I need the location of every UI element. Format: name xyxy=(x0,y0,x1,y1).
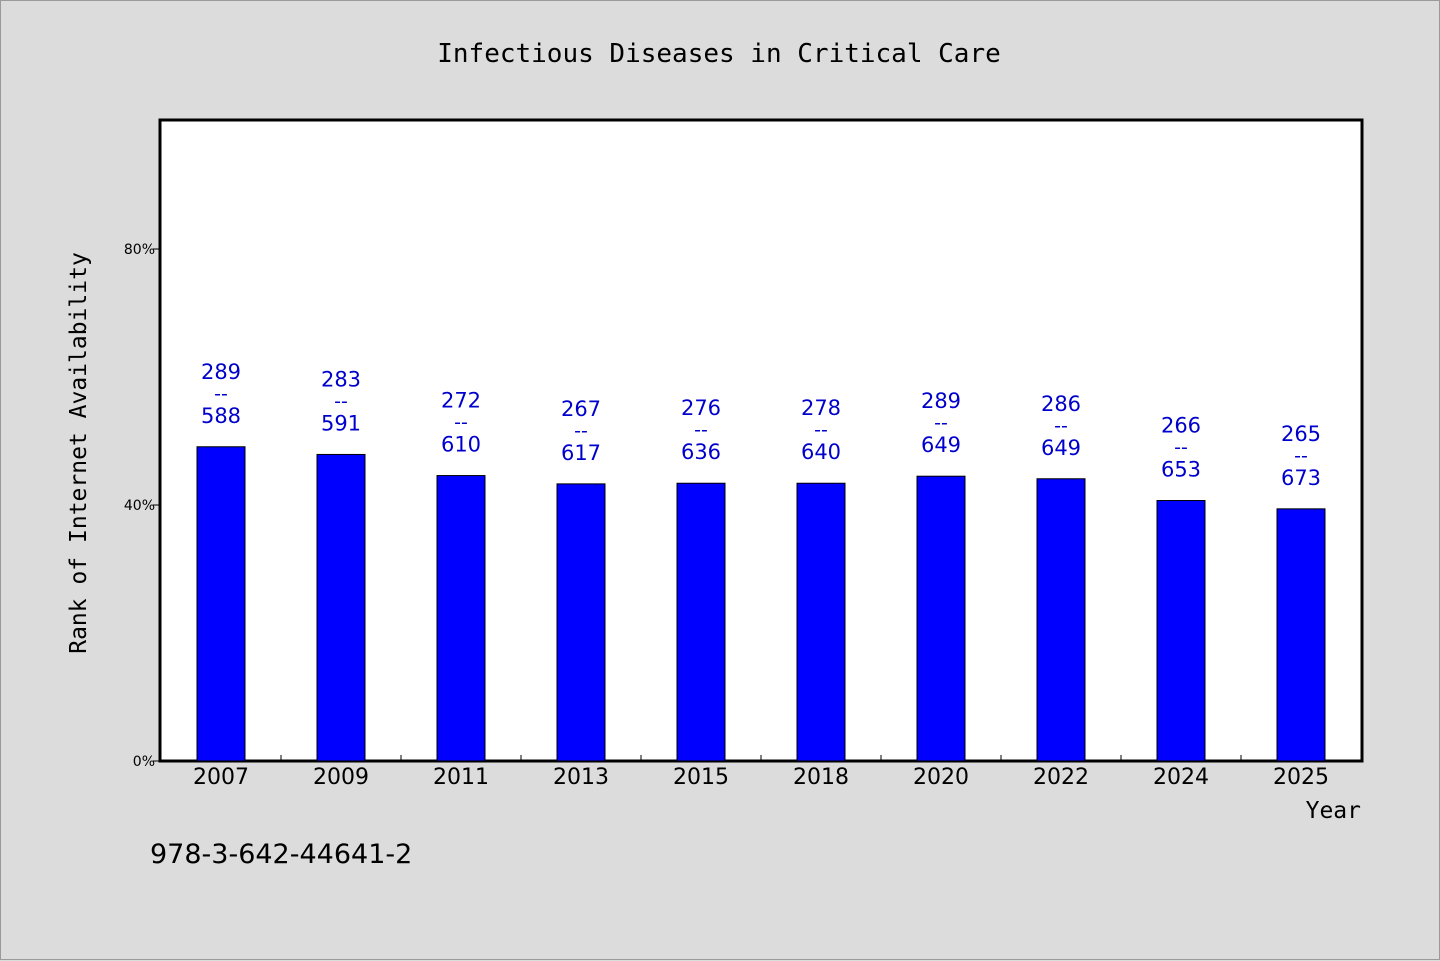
y-axis: 0% 40% 80% xyxy=(124,242,161,770)
x-tick-label: 2022 xyxy=(1033,765,1089,790)
x-axis: 2007 2009 2011 2013 2015 2018 2020 2022 2024 2025 xyxy=(193,755,1329,790)
bar-value-label-bottom: 640 xyxy=(801,440,841,464)
bar xyxy=(796,482,846,762)
bar xyxy=(196,446,246,762)
chart-title: Infectious Diseases in Critical Care xyxy=(437,39,1001,69)
bar-value-label-separator: -- xyxy=(214,383,228,405)
x-tick-label: 2009 xyxy=(313,765,369,790)
bar-value-label-bottom: 649 xyxy=(1041,436,1081,460)
bar xyxy=(676,482,726,762)
y-axis-label: Rank of Internet Availability xyxy=(66,252,92,654)
bar-value-label-separator: -- xyxy=(1054,415,1068,437)
bar-value-label-top: 289 xyxy=(921,389,961,413)
x-tick-label: 2018 xyxy=(793,765,849,790)
y-tick-label: 80% xyxy=(124,242,155,258)
bar xyxy=(436,475,486,762)
bar-value-label-separator: -- xyxy=(454,412,468,434)
bar-value-label-separator: -- xyxy=(814,419,828,441)
x-tick-label: 2025 xyxy=(1273,765,1329,790)
bar-value-label-bottom: 653 xyxy=(1161,458,1201,482)
bar-value-label-bottom: 610 xyxy=(441,433,481,457)
x-tick-label: 2013 xyxy=(553,765,609,790)
bar-labels-group: 289--588283--591272--610267--617276--636… xyxy=(201,360,1321,490)
bars-group xyxy=(196,446,1326,762)
bar-value-label-bottom: 673 xyxy=(1281,466,1321,490)
bar-value-label-top: 286 xyxy=(1041,392,1081,416)
bar-value-label-top: 266 xyxy=(1161,414,1201,438)
bar-value-label-top: 265 xyxy=(1281,422,1321,446)
bar-value-label-separator: -- xyxy=(934,412,948,434)
bar-value-label-top: 272 xyxy=(441,389,481,413)
y-tick-label: 40% xyxy=(124,498,155,514)
x-tick-label: 2015 xyxy=(673,765,729,790)
x-tick-label: 2011 xyxy=(433,765,489,790)
bar-value-label-bottom: 591 xyxy=(321,411,361,435)
bar-value-label-bottom: 617 xyxy=(561,441,601,465)
bar-value-label-top: 278 xyxy=(801,396,841,420)
bar-value-label-bottom: 649 xyxy=(921,433,961,457)
bar-value-label-separator: -- xyxy=(694,419,708,441)
bar-value-label-top: 289 xyxy=(201,360,241,384)
bar xyxy=(1276,508,1326,762)
bar xyxy=(316,453,366,762)
bar xyxy=(556,483,606,762)
bar-value-label-separator: -- xyxy=(1294,445,1308,467)
bar-value-label-separator: -- xyxy=(334,390,348,412)
x-tick-label: 2007 xyxy=(193,765,249,790)
bar-value-label-separator: -- xyxy=(1174,437,1188,459)
bar xyxy=(916,475,966,762)
bar-value-label-separator: -- xyxy=(574,420,588,442)
bar-value-label-bottom: 636 xyxy=(681,440,721,464)
isbn-label: 978-3-642-44641-2 xyxy=(150,839,412,870)
bar-value-label-top: 276 xyxy=(681,396,721,420)
bar-value-label-top: 267 xyxy=(561,397,601,421)
bar xyxy=(1036,478,1086,762)
bar-value-label-top: 283 xyxy=(321,367,361,391)
bar xyxy=(1156,500,1206,762)
bar-value-label-bottom: 588 xyxy=(201,404,241,428)
x-tick-label: 2020 xyxy=(913,765,969,790)
y-tick-label: 0% xyxy=(133,754,155,770)
x-axis-label: Year xyxy=(1306,798,1361,824)
x-tick-label: 2024 xyxy=(1153,765,1209,790)
